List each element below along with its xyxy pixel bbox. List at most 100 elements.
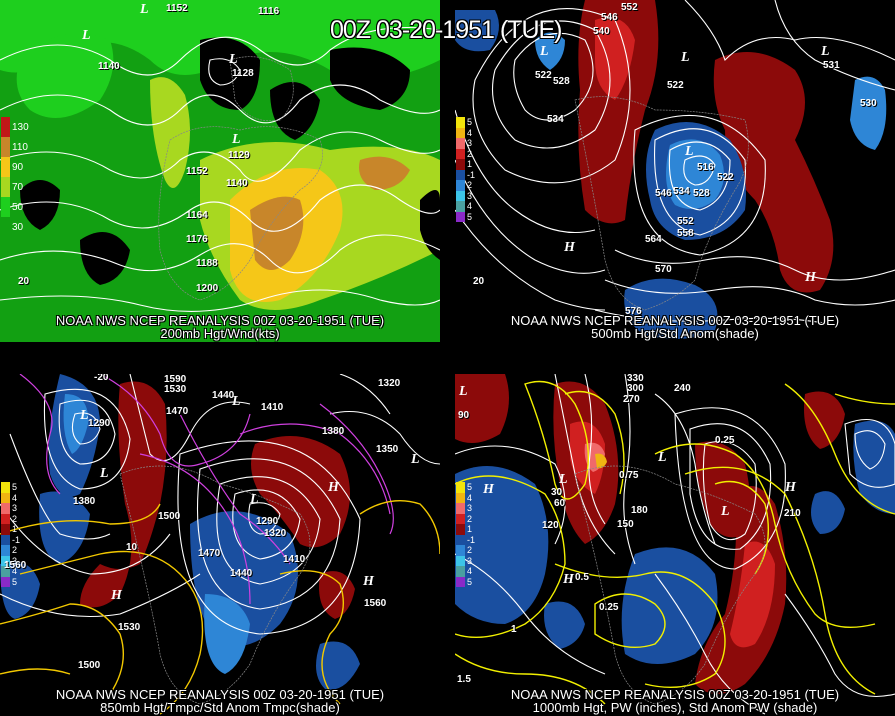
contour-label: -20 xyxy=(94,374,109,383)
map-500mb xyxy=(455,0,895,342)
contour-label: 1350 xyxy=(376,444,399,455)
legend-swatch xyxy=(456,545,465,556)
legend-label: 4 xyxy=(12,492,18,503)
legend-label: 5 xyxy=(12,482,18,493)
contour-label: 516 xyxy=(697,162,714,173)
contour-label: 564 xyxy=(645,234,662,245)
contour-label: 1380 xyxy=(322,426,345,437)
contour-label: 60 xyxy=(554,498,566,509)
legend-swatch xyxy=(456,566,465,577)
contour-label: 270 xyxy=(623,394,640,405)
high-pressure-marker: H xyxy=(785,480,796,495)
contour-label: 300 xyxy=(627,383,644,394)
low-pressure-marker: L xyxy=(80,408,89,423)
contour-label: 240 xyxy=(674,383,691,394)
legend-swatch xyxy=(456,201,465,212)
legend-label: 4 xyxy=(467,127,473,138)
legend-label: 5 xyxy=(467,482,473,493)
low-pressure-marker: L xyxy=(140,2,149,17)
panel-200mb-height-wind: 130 110 90 70 50 30 1152 1116 1140 1128 … xyxy=(0,0,440,342)
legend-swatch xyxy=(456,576,465,587)
high-pressure-marker: H xyxy=(111,588,122,603)
legend-swatch xyxy=(1,576,10,587)
legend-label: 4 xyxy=(467,492,473,503)
panel-caption: NOAA NWS NCEP REANALYSIS 00Z 03-20-1951 … xyxy=(510,687,840,702)
panel-subcaption: 850mb Hgt/Tmpc/Std Anom Tmpc(shade) xyxy=(100,700,340,715)
contour-label: 1500 xyxy=(78,660,101,671)
contour-label: 1440 xyxy=(212,390,235,401)
contour-label: 30 xyxy=(551,487,563,498)
contour-label: 210 xyxy=(784,508,801,519)
legend-swatch xyxy=(1,117,10,137)
legend-swatch xyxy=(1,177,10,197)
legend-label: 1 xyxy=(467,524,473,535)
legend-label: 2 xyxy=(12,545,18,556)
legend-swatch xyxy=(456,159,465,170)
legend-swatch xyxy=(456,138,465,149)
legend-label: 3 xyxy=(12,503,18,514)
legend-label: 1 xyxy=(467,159,473,170)
low-pressure-marker: L xyxy=(821,44,830,59)
legend-swatch xyxy=(456,127,465,138)
contour-label: 531 xyxy=(823,60,840,71)
contour-label: 522 xyxy=(667,80,684,91)
contour-label: 20 xyxy=(18,276,30,287)
legend-swatch xyxy=(1,524,10,535)
low-pressure-marker: L xyxy=(685,144,694,159)
low-pressure-marker: L xyxy=(82,28,91,43)
legend-swatch xyxy=(456,513,465,524)
low-pressure-marker: L xyxy=(658,450,667,465)
contour-label: 1320 xyxy=(264,528,287,539)
contour-label: 0.25 xyxy=(715,435,735,446)
contour-label: 1152 xyxy=(186,166,208,177)
panel-caption: NOAA NWS NCEP REANALYSIS 00Z 03-20-1951 … xyxy=(55,687,385,702)
legend-swatch xyxy=(1,534,10,545)
contour-label: 546 xyxy=(601,12,618,23)
contour-label: 1200 xyxy=(196,283,219,294)
legend-label: 3 xyxy=(467,503,473,514)
low-pressure-marker: L xyxy=(411,452,420,467)
legend-label: 3 xyxy=(467,138,473,149)
legend-label: 2 xyxy=(12,513,18,524)
legend-label: 2 xyxy=(467,513,473,524)
contour-label: 1129 xyxy=(228,150,250,161)
panel-subcaption: 200mb Hgt/Wnd(kts) xyxy=(160,326,280,341)
legend-swatch xyxy=(1,545,10,556)
contour-label: 1140 xyxy=(226,178,248,189)
contour-label: 1410 xyxy=(261,402,284,413)
contour-label: 1500 xyxy=(158,511,181,522)
legend-swatch xyxy=(1,137,10,157)
legend-label: 2 xyxy=(467,180,473,191)
contour-label: 528 xyxy=(693,188,710,199)
high-pressure-marker: H xyxy=(805,270,816,285)
legend-label: 3 xyxy=(12,555,18,566)
low-pressure-marker: L xyxy=(100,466,109,481)
contour-label: 0.75 xyxy=(619,470,639,481)
legend-swatch xyxy=(456,211,465,222)
contour-label: 530 xyxy=(860,98,877,109)
legend-label: -1 xyxy=(467,169,476,180)
legend-swatch xyxy=(456,180,465,191)
contour-label: 570 xyxy=(655,264,672,275)
contour-label: 1470 xyxy=(198,548,221,559)
legend-swatch xyxy=(1,197,10,217)
contour-label: 1290 xyxy=(88,418,111,429)
legend-label: 5 xyxy=(467,211,473,222)
legend-swatch xyxy=(456,555,465,566)
high-pressure-marker: H xyxy=(328,480,339,495)
map-200mb xyxy=(0,0,440,342)
contour-label: 1152 xyxy=(166,3,188,14)
legend-swatch xyxy=(456,482,465,493)
contour-label: 120 xyxy=(542,520,559,531)
low-pressure-marker: L xyxy=(459,384,468,399)
legend-swatch xyxy=(1,492,10,503)
contour-label: 522 xyxy=(717,172,734,183)
legend-label: 30 xyxy=(12,221,24,233)
contour-label: 1164 xyxy=(186,210,208,221)
high-pressure-marker: H xyxy=(563,572,574,587)
contour-label: 540 xyxy=(593,26,610,37)
low-pressure-marker: L xyxy=(229,52,238,67)
legend-label: 4 xyxy=(467,201,473,212)
legend-label: 2 xyxy=(467,148,473,159)
contour-label: 150 xyxy=(617,519,634,530)
